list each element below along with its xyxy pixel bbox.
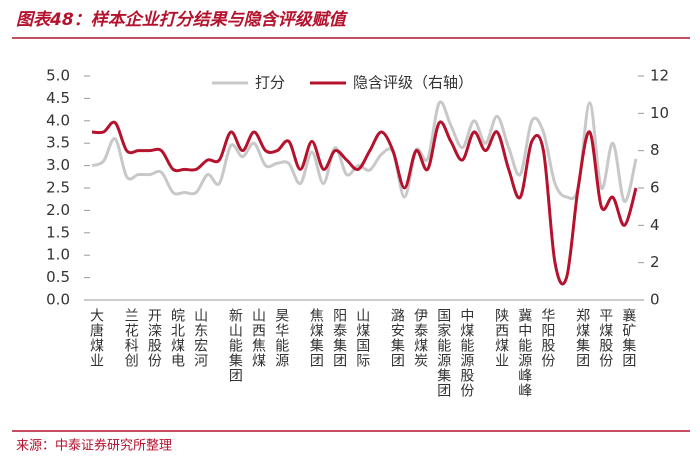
x-tick-label: 伊泰煤炭	[412, 308, 428, 368]
x-tick-label: 山煤国际	[354, 308, 370, 368]
source: 来源：中泰证券研究所整理	[16, 438, 172, 454]
legend-label: 打分	[255, 74, 285, 92]
x-tick-label: 兰花科创	[123, 308, 139, 368]
x-tick-label: 华阳股份	[539, 308, 555, 368]
y2-tick-label: 4	[650, 216, 660, 234]
y2-tick-label: 10	[650, 104, 669, 122]
x-tick-label: 山东宏河	[192, 308, 208, 368]
y-tick-label: 1.5	[46, 223, 70, 241]
x-tick-label: 陕西煤业	[493, 308, 509, 368]
y-tick-label: 1.0	[46, 246, 70, 264]
x-tick-label: 山西焦煤	[250, 308, 266, 368]
x-tick-label: 襄矿集团	[620, 308, 636, 368]
x-tick-label: 国家能源集团	[435, 308, 451, 398]
y-tick-label: 4.5	[46, 89, 70, 107]
x-tick-label: 中煤能源股份	[458, 308, 474, 398]
y-tick-label: 0.5	[46, 268, 70, 286]
x-tick-label: 冀中能源峰峰	[516, 308, 532, 398]
x-tick-label: 开滦股份	[146, 308, 162, 368]
y2-tick-label: 6	[650, 179, 660, 197]
y2-tick-label: 12	[650, 67, 669, 85]
y-tick-label: 3.0	[46, 156, 70, 174]
y-tick-label: 2.0	[46, 201, 70, 219]
x-tick-label: 新山能集团	[227, 308, 243, 383]
x-tick-label: 大唐煤业	[88, 308, 104, 368]
x-tick-label: 焦煤集团	[308, 308, 324, 368]
legend-label: 隐含评级（右轴）	[353, 74, 473, 92]
y2-tick-label: 8	[650, 141, 660, 159]
y-tick-label: 0.0	[46, 291, 70, 309]
x-tick-label: 皖北煤电	[169, 308, 185, 368]
x-tick-label: 潞安集团	[389, 308, 405, 368]
y-tick-label: 3.5	[46, 134, 70, 152]
y-tick-label: 4.0	[46, 111, 70, 129]
y-tick-label: 5.0	[46, 67, 70, 85]
y2-tick-label: 0	[650, 291, 660, 309]
y-tick-label: 2.5	[46, 179, 70, 197]
x-tick-label: 阳泰集团	[331, 308, 347, 368]
y2-tick-label: 2	[650, 253, 660, 271]
chart-title: 图表48：样本企业打分结果与隐含评级赋值	[16, 10, 349, 30]
series-line	[91, 100, 638, 203]
series-line	[91, 120, 638, 286]
x-tick-label: 昊华能源	[273, 308, 289, 368]
x-tick-label: 郑煤集团	[574, 308, 590, 368]
x-tick-label: 平煤股份	[597, 308, 613, 368]
